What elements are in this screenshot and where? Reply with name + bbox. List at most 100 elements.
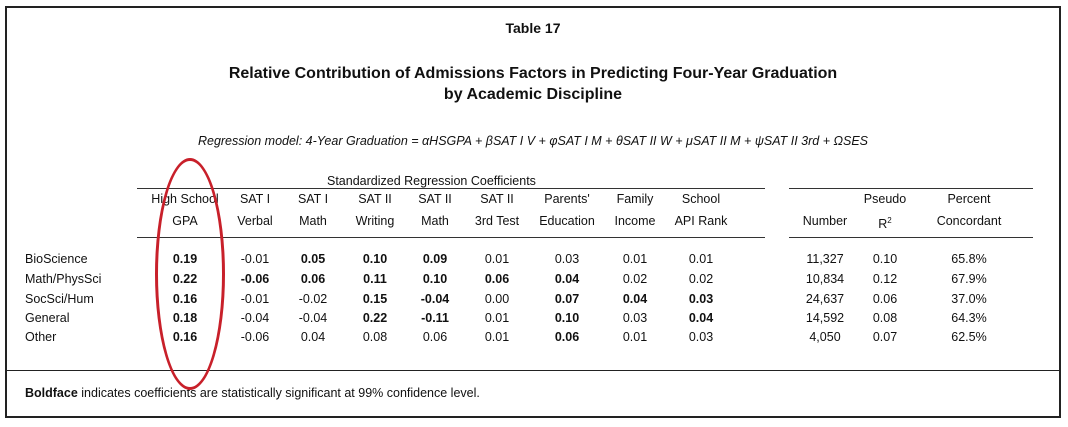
column-header: Family Income	[605, 188, 665, 232]
table-cell: 0.15	[362, 292, 388, 306]
table-cell: 0.03	[554, 252, 580, 266]
table-cell: 64.3%	[951, 311, 987, 325]
table-cell: 0.00	[484, 292, 510, 306]
table-cell: 0.06	[872, 292, 898, 306]
table-cell: 0.03	[688, 330, 714, 344]
column-header-line2: Verbal	[226, 210, 284, 232]
header-bottom-rule-right	[789, 237, 1033, 238]
table-cell: -0.04	[298, 311, 328, 325]
column-header: SAT I Math	[288, 188, 338, 232]
table-cell: 0.11	[363, 272, 387, 286]
column-header: SAT II 3rd Test	[465, 188, 529, 232]
table-cell: 0.01	[484, 311, 510, 325]
column-header-line2: Writing	[344, 210, 406, 232]
table-cell: -0.11	[421, 311, 449, 325]
coef-group-header: Standardized Regression Coefficients	[327, 174, 536, 188]
table-cell: 24,637	[805, 292, 845, 306]
column-header-text: Number	[802, 214, 848, 228]
table-row: General 0.18 -0.04 -0.04 0.22 -0.11 0.01 0.10 0.…	[7, 311, 1059, 331]
table-cell: 0.03	[688, 292, 714, 306]
column-header-text: API Rank	[674, 214, 728, 228]
table-cell: 0.06	[300, 272, 326, 286]
column-header-text: Writing	[355, 214, 395, 228]
row-label: Math/PhysSci	[25, 272, 102, 286]
column-header-line2: Math	[288, 210, 338, 232]
table-cell: 0.08	[872, 311, 898, 325]
table-cell: 0.04	[622, 292, 648, 306]
highlight-circle	[155, 158, 225, 390]
title-line-2: by Academic Discipline	[443, 86, 623, 103]
table-cell: 10,834	[805, 272, 845, 286]
table-title: Relative Contribution of Admissions Fact…	[7, 63, 1059, 105]
column-header-text: 3rd Test	[474, 214, 520, 228]
table-frame: Table 17 Relative Contribution of Admiss…	[5, 6, 1061, 418]
footnote: Boldface indicates coefficients are stat…	[25, 386, 480, 400]
table-cell: 0.04	[300, 330, 326, 344]
column-header-text: Education	[539, 214, 595, 228]
regression-model: Regression model: 4-Year Graduation = αH…	[197, 134, 869, 148]
column-header-line2: API Rank	[665, 210, 737, 232]
title-line-1: Relative Contribution of Admissions Fact…	[228, 65, 838, 82]
column-header: SAT I Verbal	[226, 188, 284, 232]
row-label: Other	[25, 330, 57, 344]
table-cell: 0.05	[300, 252, 326, 266]
table-cell: -0.04	[240, 311, 270, 325]
column-header-text: Income	[614, 214, 656, 228]
column-header-text: Concordant	[936, 214, 1002, 228]
table-cell: 0.01	[622, 330, 648, 344]
table-row: Math/PhysSci 0.22 -0.06 0.06 0.11 0.10 0.06 0.0…	[7, 272, 1059, 292]
table-cell: -0.01	[240, 252, 270, 266]
column-header-line1	[790, 188, 860, 210]
column-header-line1: Parents'	[544, 192, 590, 206]
table-cell: 0.07	[872, 330, 898, 344]
table-cell: 0.12	[872, 272, 898, 286]
table-cell: -0.06	[240, 330, 270, 344]
row-label: SocSci/Hum	[25, 292, 94, 306]
column-header: SAT II Writing	[344, 188, 406, 232]
column-header-text: R	[878, 217, 888, 232]
table-cell: -0.06	[240, 272, 270, 286]
column-header-line1: School	[681, 192, 721, 206]
table-cell: 0.10	[872, 252, 898, 266]
column-header: Percent Concordant	[924, 188, 1014, 232]
column-header-line1: Family	[616, 192, 654, 206]
footer-rule	[7, 370, 1059, 371]
coef-rule	[137, 188, 765, 189]
table-cell: 0.04	[688, 311, 714, 325]
column-header-line2: Income	[605, 210, 665, 232]
column-header-superscript: 2	[887, 216, 892, 225]
table-cell: 0.08	[362, 330, 388, 344]
table-cell: -0.02	[298, 292, 328, 306]
table-cell: 0.02	[688, 272, 714, 286]
row-label: BioScience	[25, 252, 88, 266]
table-cell: 0.06	[484, 272, 510, 286]
table-cell: 11,327	[806, 252, 844, 266]
table-cell: 0.01	[688, 252, 714, 266]
column-header-line1: SAT II	[480, 192, 514, 206]
table-cell: 14,592	[805, 311, 845, 325]
table-cell: 62.5%	[951, 330, 987, 344]
table-cell: 0.02	[622, 272, 648, 286]
column-header-line1: SAT I	[297, 192, 329, 206]
table-cell: 0.09	[422, 252, 448, 266]
column-header: Number	[790, 188, 860, 232]
column-header: Parents' Education	[529, 188, 605, 232]
table-cell: 0.07	[554, 292, 580, 306]
column-header-line2: R2	[860, 210, 910, 235]
column-header-line2: Math	[409, 210, 461, 232]
footnote-text: indicates coefficients are statistically…	[77, 386, 480, 400]
column-header-line2: Education	[529, 210, 605, 232]
table-cell: -0.01	[240, 292, 270, 306]
column-header-line2: Concordant	[924, 210, 1014, 232]
table-cell: 0.10	[554, 311, 580, 325]
table-cell: 0.01	[484, 330, 510, 344]
table-cell: 67.9%	[951, 272, 987, 286]
column-header-line1: Percent	[947, 192, 991, 206]
table-cell: 0.04	[554, 272, 580, 286]
table-number: Table 17	[505, 20, 561, 36]
column-header-text: Math	[299, 214, 327, 228]
table-cell: 0.10	[422, 272, 448, 286]
column-header-text: Math	[421, 214, 449, 228]
table-cell: 0.06	[422, 330, 448, 344]
footnote-bold: Boldface	[25, 386, 78, 400]
